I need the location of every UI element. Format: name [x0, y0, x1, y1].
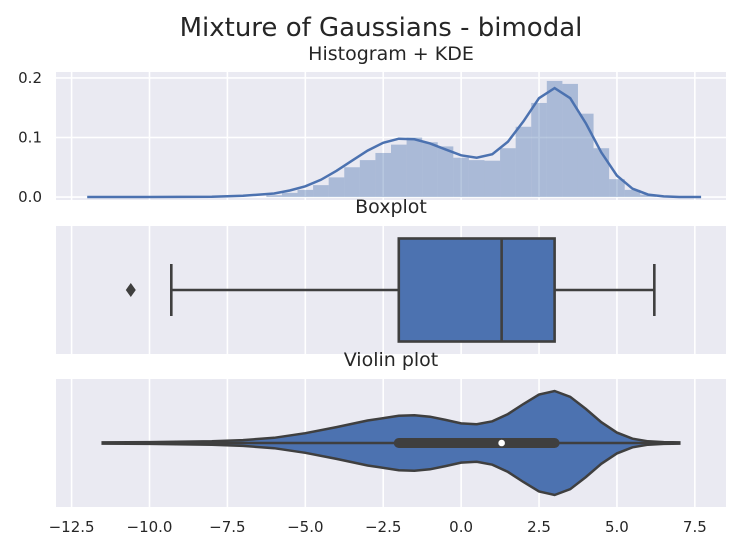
histogram-bar — [546, 80, 563, 198]
histogram-bar — [406, 137, 423, 198]
histogram-bars — [266, 80, 656, 198]
histogram-bar — [468, 160, 485, 198]
boxplot-panel: Boxplot — [56, 196, 726, 354]
kde-line — [87, 86, 702, 199]
x-axis-ticks: −12.5 −10.0 −7.5 −5.0 −2.5 0.0 2.5 5.0 7.5 — [49, 518, 707, 536]
x-tick-label: 2.5 — [527, 518, 551, 536]
violin-title: Violin plot — [344, 349, 439, 371]
violin-inner-box — [102, 438, 680, 448]
histogram-grid — [56, 72, 726, 200]
histogram-bar — [577, 113, 594, 198]
histogram-bar — [266, 195, 282, 198]
boxplot-title: Boxplot — [355, 196, 427, 218]
histogram-bar — [422, 142, 438, 198]
histogram-bar — [609, 179, 625, 198]
y-tick-label: 0.2 — [18, 69, 42, 87]
boxplot — [125, 237, 656, 343]
histogram-bar — [391, 144, 407, 198]
histogram-bar — [484, 160, 501, 198]
histogram-bar — [359, 160, 376, 198]
histogram-bar — [437, 146, 454, 198]
x-tick-label: −10.0 — [127, 518, 173, 536]
y-tick-label: 0.0 — [18, 188, 42, 206]
histogram-bar — [328, 177, 345, 198]
histogram-title: Histogram + KDE — [308, 43, 474, 65]
x-tick-label: 5.0 — [605, 518, 629, 536]
y-tick-label: 0.1 — [18, 128, 42, 146]
box-iqr — [397, 237, 556, 343]
outlier-marker — [125, 283, 136, 297]
histogram-bar — [500, 148, 516, 198]
histogram-bar — [281, 192, 298, 198]
x-tick-label: −12.5 — [49, 518, 95, 536]
histogram-panel: 0.0 0.1 0.2 Histogram + KDE — [18, 43, 726, 206]
histogram-bar — [297, 189, 314, 198]
histogram-bar — [562, 83, 578, 198]
histogram-y-ticks: 0.0 0.1 0.2 — [18, 69, 42, 206]
histogram-bar — [531, 102, 547, 198]
x-tick-label: −5.0 — [287, 518, 323, 536]
histogram-axes — [56, 72, 726, 200]
histogram-bar — [453, 157, 469, 198]
histogram-bar — [624, 189, 641, 198]
violin-panel: −12.5 −10.0 −7.5 −5.0 −2.5 0.0 2.5 5.0 7.5 Violi… — [49, 349, 726, 536]
histogram-bar — [344, 167, 360, 198]
histogram-bar — [515, 126, 532, 198]
violin-median-dot — [498, 439, 505, 447]
histogram-bar — [375, 152, 391, 198]
x-tick-label: −7.5 — [209, 518, 245, 536]
histogram-bar — [593, 148, 610, 198]
histogram-bar — [313, 185, 329, 198]
figure-title: Mixture of Gaussians - bimodal — [180, 13, 583, 43]
x-tick-label: −2.5 — [365, 518, 401, 536]
x-tick-label: 0.0 — [449, 518, 473, 536]
x-tick-label: 7.5 — [683, 518, 707, 536]
